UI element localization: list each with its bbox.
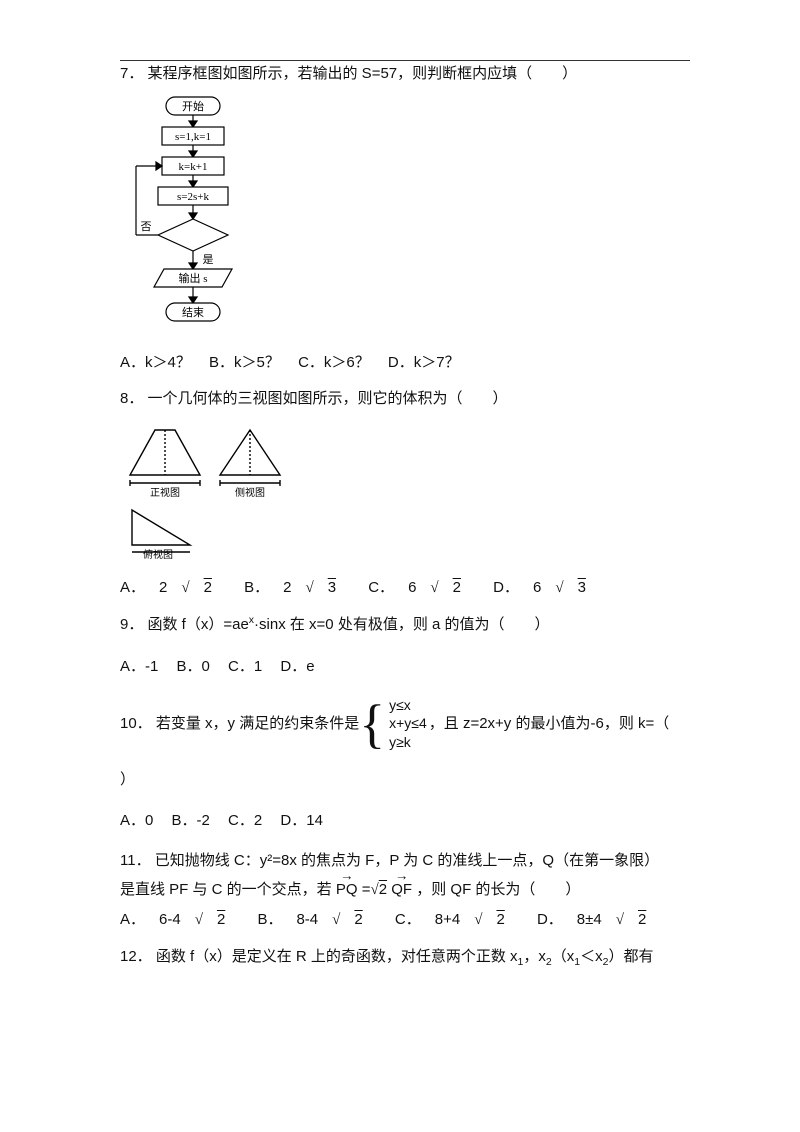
q7-opt-a: A．k＞4？ <box>120 354 191 371</box>
flow-upd: s=2s+k <box>177 191 209 203</box>
flow-no: 否 <box>141 221 152 233</box>
q11-opt-c: C．8+4√2 <box>395 911 519 928</box>
vector-qf: QF <box>391 876 412 905</box>
q8-three-views: 正视图 侧视图 俯视图 <box>120 420 690 571</box>
question-11: 11． 已知抛物线 C：y²=8x 的焦点为 F，P 为 C 的准线上一点，Q（… <box>120 847 690 935</box>
q10-stem-c: ） <box>120 771 135 788</box>
q10-c1: y≤x <box>389 696 427 715</box>
q9-opt-b: B．0 <box>177 658 210 675</box>
q10-opt-b: B．-2 <box>172 812 210 829</box>
q11-opt-d: D．8±4√2 <box>537 911 660 928</box>
q11-options: A．6-4√2 B．8-4√2 C．8+4√2 D．8±4√2 <box>120 906 690 935</box>
q11-number: 11． <box>120 852 151 869</box>
question-7: 7． 某程序框图如图所示，若输出的 S=57，则判断框内应填（ ） 开始 s=1… <box>120 60 690 377</box>
q7-flowchart: 开始 s=1,k=1 k=k+1 s=2s+k <box>128 95 690 345</box>
q10-c3: y≥k <box>389 733 427 752</box>
q8-side-label: 侧视图 <box>235 486 265 499</box>
page-content: 7． 某程序框图如图所示，若输出的 S=57，则判断框内应填（ ） 开始 s=1… <box>120 60 690 981</box>
question-8: 8． 一个几何体的三视图如图所示，则它的体积为（ ） 正视图 侧视图 <box>120 385 690 603</box>
q9-opt-c: C．1 <box>228 658 262 675</box>
q11-stem-c: ，则 QF 的长为（ ） <box>416 881 580 898</box>
q9-stem-b: ·sinx 在 x=0 处有极值，则 a 的值为（ ） <box>254 616 549 633</box>
q8-number: 8． <box>120 390 143 407</box>
q7-opt-c: C．k＞6？ <box>298 354 370 371</box>
flow-yes: 是 <box>203 253 214 266</box>
flow-out: 输出 s <box>178 271 207 285</box>
q9-opt-a: A．-1 <box>120 658 158 675</box>
flow-start: 开始 <box>182 99 204 113</box>
q8-options: A．2√2 B．2√3 C．6√2 D．6√3 <box>120 574 690 603</box>
q7-options: A．k＞4？ B．k＞5？ C．k＞6？ D．k＞7？ <box>120 349 690 378</box>
q8-front-label: 正视图 <box>150 486 180 499</box>
q10-number: 10． <box>120 715 152 732</box>
question-9: 9． 函数 f（x）=aex·sinx 在 x=0 处有极值，则 a 的值为（ … <box>120 611 690 682</box>
q7-stem: 某程序框图如图所示，若输出的 S=57，则判断框内应填（ ） <box>148 65 578 82</box>
question-10: 10． 若变量 x，y 满足的约束条件是 { y≤x x+y≤4 y≥k ，且 … <box>120 696 690 836</box>
q7-opt-d: D．k＞7？ <box>388 354 460 371</box>
q10-constraints: y≤x x+y≤4 y≥k <box>389 696 427 753</box>
flow-end: 结束 <box>182 306 204 319</box>
q12-number: 12． <box>120 948 152 965</box>
q8-top-label: 俯视图 <box>143 548 173 560</box>
flow-inc: k=k+1 <box>179 161 208 173</box>
q7-opt-b: B．k＞5？ <box>209 354 280 371</box>
q9-options: A．-1 B．0 C．1 D．e <box>120 653 690 682</box>
q11-opt-b: B．8-4√2 <box>257 911 376 928</box>
q12-stem-a: 函数 f（x）是定义在 R 上的奇函数，对任意两个正数 x <box>156 948 518 965</box>
q9-opt-d: D．e <box>280 658 314 675</box>
vector-pq: PQ <box>336 876 358 905</box>
q8-opt-d: D．6√3 <box>493 579 600 596</box>
q8-stem: 一个几何体的三视图如图所示，则它的体积为（ ） <box>148 390 508 407</box>
q8-opt-c: C．6√2 <box>368 579 475 596</box>
q10-stem-b: ，且 z=2x+y 的最小值为-6，则 k=（ <box>429 710 669 739</box>
flow-init: s=1,k=1 <box>175 131 211 143</box>
q10-opt-d: D．14 <box>280 812 323 829</box>
q10-stem-a: 若变量 x，y 满足的约束条件是 <box>156 715 359 732</box>
q8-opt-b: B．2√3 <box>244 579 350 596</box>
brace-icon: { <box>359 697 385 751</box>
q7-number: 7． <box>120 65 143 82</box>
q10-c2: x+y≤4 <box>389 714 427 733</box>
q9-number: 9． <box>120 616 143 633</box>
q11-opt-a: A．6-4√2 <box>120 911 239 928</box>
q10-opt-a: A．0 <box>120 812 153 829</box>
q10-options: A．0 B．-2 C．2 D．14 <box>120 807 690 836</box>
question-12: 12． 函数 f（x）是定义在 R 上的奇函数，对任意两个正数 x1，x2（x1… <box>120 943 690 973</box>
q10-opt-c: C．2 <box>228 812 262 829</box>
q9-stem-a: 函数 f（x）=ae <box>148 616 249 633</box>
q11-stem-b: 是直线 PF 与 C 的一个交点，若 <box>120 881 332 898</box>
q8-opt-a: A．2√2 <box>120 579 226 596</box>
